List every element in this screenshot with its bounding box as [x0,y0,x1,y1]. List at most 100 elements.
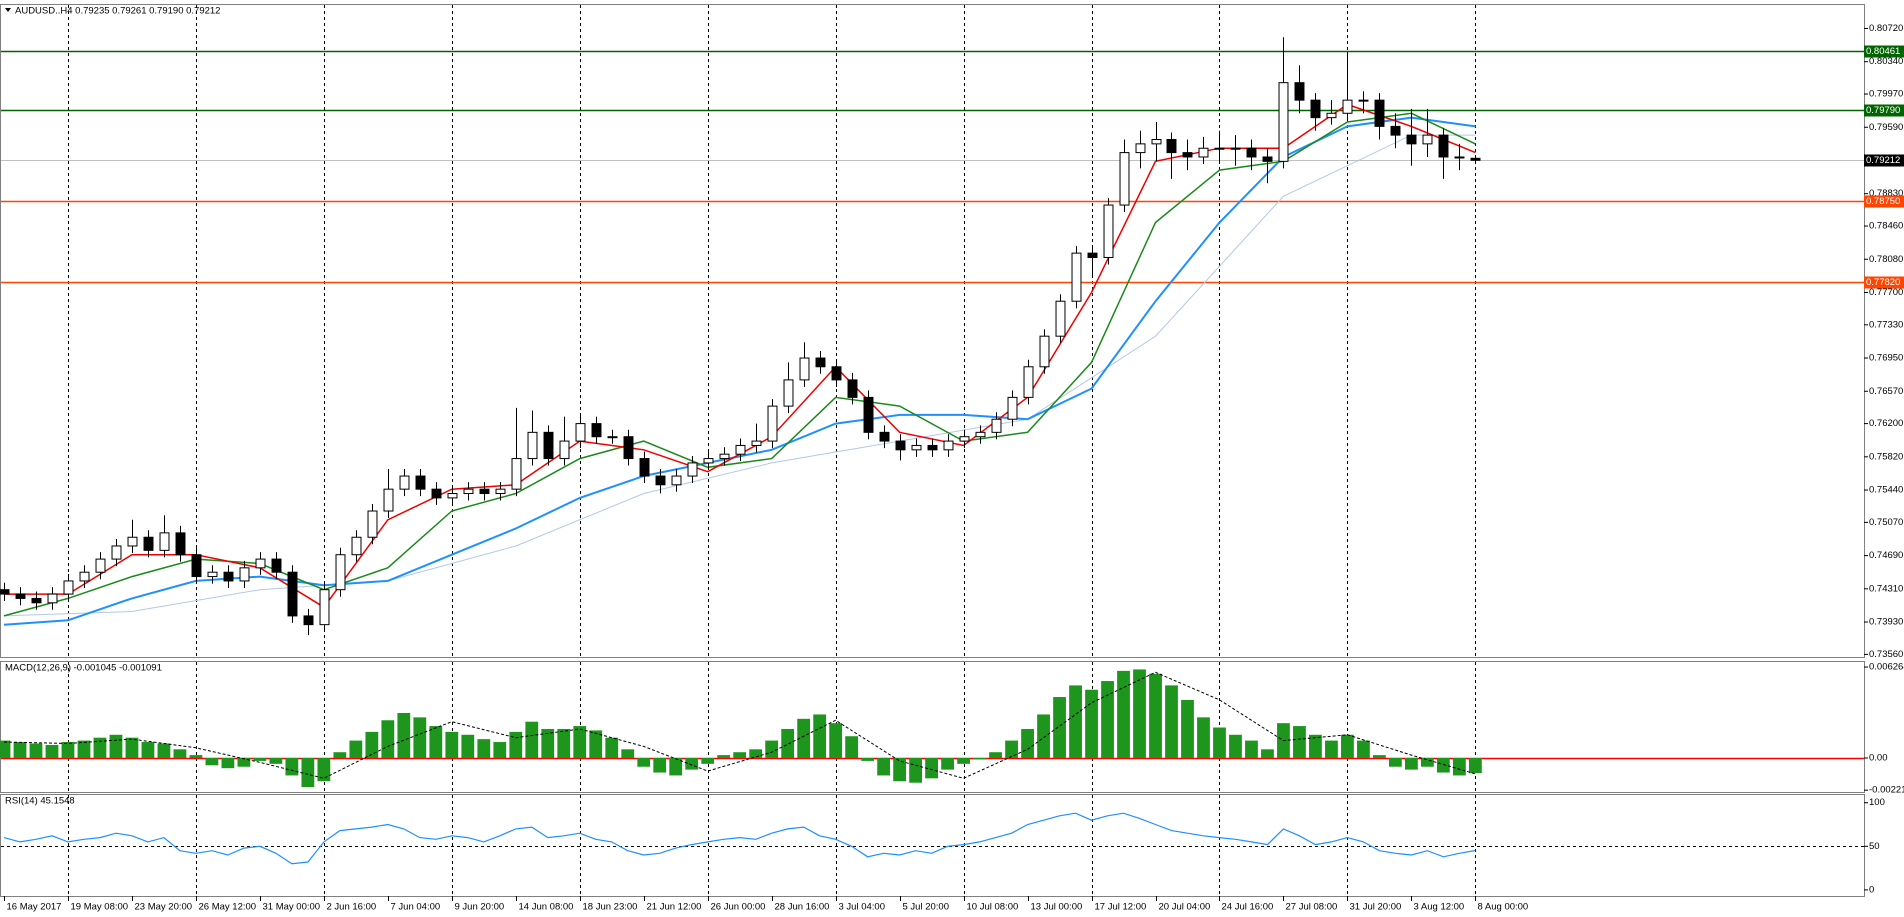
candle-body [879,431,890,442]
histogram-bar [1165,685,1178,759]
histogram-bar [557,728,571,759]
histogram-bar [525,721,539,759]
histogram-bar [1197,717,1210,759]
x-tick-label: 8 Aug 00:00 [1478,902,1529,913]
histogram-bar [477,739,491,759]
candle-body [159,532,170,551]
histogram-bar [1309,734,1322,759]
y-tick-label: 0.73560 [1869,649,1903,660]
histogram-bar [29,743,43,759]
histogram-bar [685,758,699,770]
histogram-bar [141,742,155,759]
candle-body [735,444,746,455]
histogram-bar [1325,740,1338,759]
candle-body [207,571,218,578]
x-tick-label: 10 Jul 08:00 [967,902,1019,913]
histogram-bar [381,720,395,759]
indicator-line [3,671,1476,779]
price-label: 0.79212 [1866,155,1900,166]
histogram-bar [1101,681,1114,759]
candle-body [79,571,90,582]
candle-body [1454,156,1465,159]
candle-body [479,488,490,495]
candle-body [687,462,698,477]
candle-body [1023,366,1034,398]
menu-triangle[interactable] [5,8,11,12]
histogram-bar [1133,669,1146,759]
histogram-bar [365,731,379,759]
candle-body [1007,396,1018,420]
histogram-bar [653,758,667,773]
candle-body [1087,252,1098,259]
candle-body [255,558,266,569]
histogram-bar [541,728,555,759]
histogram-bar [189,755,203,759]
candle-body [1151,138,1162,145]
histogram-bar [317,758,331,782]
histogram-bar [605,737,619,759]
y-tick-label: 0.75070 [1869,517,1903,528]
candle-body [943,440,954,451]
candle-body [847,379,858,398]
histogram-bar [973,758,986,760]
histogram-bar [1404,758,1418,770]
candle-body [767,405,778,442]
indicator-line [3,112,1476,617]
price-label: 0.80461 [1866,46,1900,57]
histogram-bar [493,742,507,759]
x-tick-label: 28 Jun 16:00 [775,902,830,913]
histogram-bar [1213,727,1226,759]
y-tick-label: -0.002215 [1869,785,1904,796]
candle-body [1119,152,1130,206]
histogram-bar [301,758,315,788]
x-tick-label: 14 Jun 08:00 [519,902,574,913]
histogram-bar [877,758,891,776]
candle-body [831,366,842,381]
price-label-box [1864,154,1904,167]
histogram-bar [861,758,875,761]
histogram-bar [1149,673,1162,759]
histogram-bar [1117,670,1130,759]
y-tick-label: 50 [1869,841,1880,852]
pane-title: RSI(14) 45.1548 [5,796,75,807]
x-tick-label: 13 Jul 00:00 [1031,902,1083,913]
price-label-box [1864,195,1904,208]
candle-body [815,357,826,368]
y-tick-label: 0.77700 [1869,287,1903,298]
y-tick-label: 0.75820 [1869,451,1903,462]
histogram-bar [77,740,91,759]
x-tick-label: 21 Jun 12:00 [647,902,702,913]
price-label: 0.77820 [1866,277,1900,288]
candle-body [1071,252,1082,302]
histogram-bar [989,752,1002,759]
histogram-bar [349,740,363,759]
candle-body [47,593,58,604]
x-tick-label: 31 Jul 20:00 [1350,902,1402,913]
candle-body [143,536,154,551]
candle-body [575,423,586,442]
x-tick-label: 16 May 2017 [7,902,62,913]
histogram-bar [845,736,859,759]
candle-body [0,589,10,595]
pane-title: AUDUSD..H4 0.79235 0.79261 0.79190 0.792… [15,6,220,17]
indicator-line [3,812,1476,865]
x-tick-label: 20 Jul 04:00 [1159,902,1211,913]
candle-body [991,418,1002,433]
indicator-line [3,134,1476,617]
histogram-bar [1468,758,1482,774]
candle-body [1374,99,1385,127]
candle-body [1470,157,1481,161]
candle-body [1278,82,1289,162]
candle-body [1358,99,1369,102]
y-tick-label: 0.80720 [1869,23,1903,34]
candle-body [559,440,570,460]
histogram-bar [1005,740,1018,759]
y-tick-label: 0.76570 [1869,386,1903,397]
histogram-bar [925,758,938,779]
candle-body [1055,300,1066,337]
candle-body [1262,156,1273,162]
histogram-bar [445,731,459,759]
histogram-bar [669,758,683,776]
x-tick-label: 9 Jun 20:00 [455,902,505,913]
